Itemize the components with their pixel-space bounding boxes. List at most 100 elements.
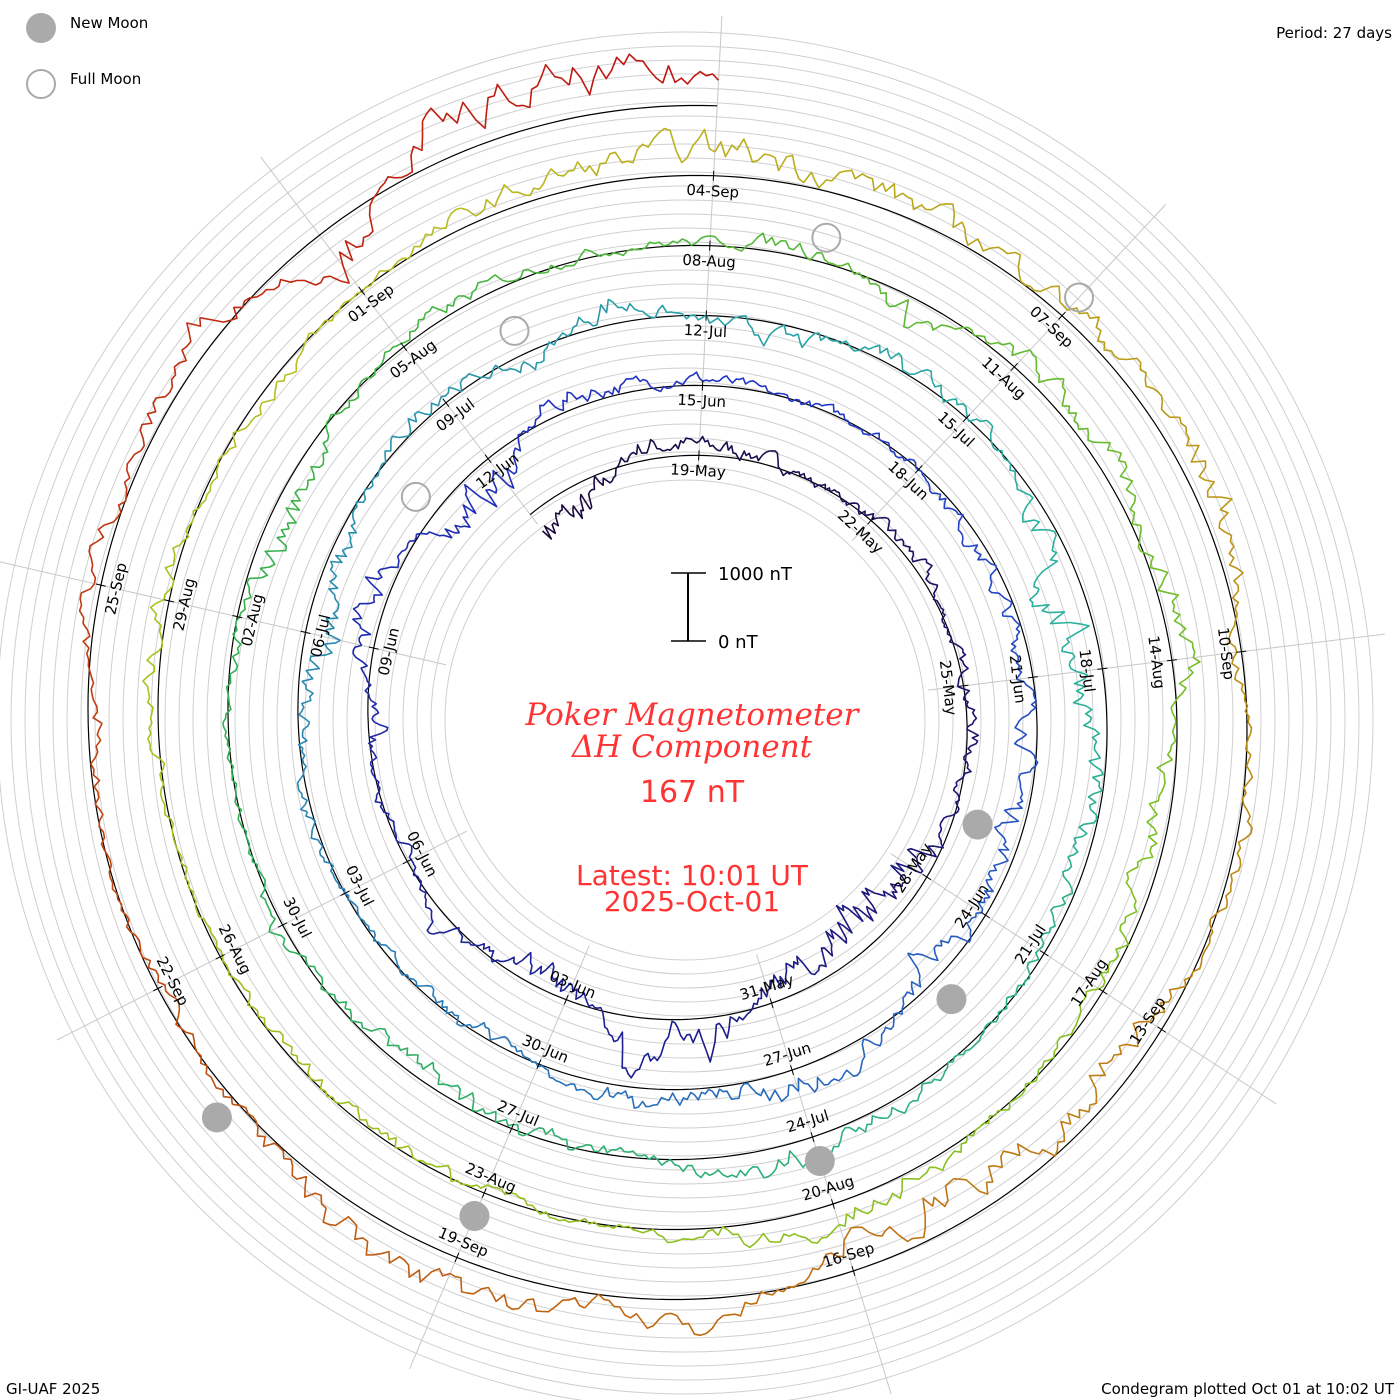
data-trace-day	[505, 402, 547, 489]
date-tick	[1039, 950, 1049, 957]
data-trace-day	[821, 252, 910, 329]
date-label: 08-Aug	[682, 251, 736, 272]
data-trace-day	[490, 248, 601, 283]
data-trace-day	[874, 952, 922, 1047]
data-trace-day	[907, 320, 1031, 357]
data-trace-day	[961, 535, 1009, 601]
data-trace-day	[344, 1007, 434, 1070]
data-trace-day	[541, 493, 593, 540]
grid-ring	[416, 451, 954, 989]
grid-ring	[66, 101, 1304, 1339]
data-trace-day	[298, 639, 341, 723]
data-trace-day	[1160, 402, 1233, 523]
scale-bar: 1000 nT 0 nT	[671, 564, 793, 653]
date-label: 05-Aug	[386, 336, 440, 383]
data-trace-day	[199, 266, 350, 323]
data-trace-day	[587, 451, 638, 508]
date-tick	[215, 954, 225, 960]
date-tick	[536, 1059, 542, 1069]
data-trace-day	[241, 827, 276, 933]
date-tick	[442, 398, 450, 408]
grid-ring	[10, 45, 1360, 1395]
data-trace-day	[296, 721, 311, 813]
date-label: 01-Sep	[345, 280, 398, 326]
data-trace-day	[367, 721, 389, 796]
new-moon-marker	[936, 984, 967, 1015]
data-trace-day	[421, 63, 570, 130]
date-tick	[509, 1123, 514, 1134]
date-tick	[95, 583, 106, 587]
date-tick	[368, 646, 379, 650]
chart-subtitle: ΔH Component	[571, 729, 813, 765]
data-trace-day	[460, 1021, 539, 1067]
data-trace-day	[1030, 988, 1100, 1084]
grid-ring	[360, 395, 1010, 1045]
data-trace-day	[341, 467, 382, 552]
radial-gridline	[260, 156, 538, 525]
data-trace-day	[88, 449, 142, 584]
date-tick	[358, 286, 366, 296]
date-label: 12-Jul	[683, 321, 727, 341]
date-tick	[1166, 659, 1177, 662]
data-trace-day	[164, 984, 234, 1105]
date-tick	[851, 1266, 856, 1276]
data-trace-day	[908, 1032, 985, 1105]
data-trace-day	[713, 1150, 819, 1179]
grid-ring	[444, 479, 926, 961]
date-tick	[712, 170, 715, 181]
date-tick	[958, 684, 969, 687]
date-tick	[1236, 650, 1247, 653]
data-trace-day	[852, 425, 919, 471]
data-trace-day	[723, 1240, 845, 1317]
date-label: 20-Aug	[800, 1172, 856, 1205]
grid-ring	[318, 353, 1052, 1087]
data-trace-day	[142, 598, 165, 724]
date-tick	[705, 310, 707, 321]
date-tick	[867, 516, 875, 525]
data-trace-day	[944, 1081, 1032, 1165]
data-trace-day	[702, 375, 781, 395]
date-label: 03-Jun	[547, 967, 599, 1003]
data-trace-day	[1067, 307, 1164, 403]
data-trace-day	[977, 831, 1010, 913]
data-trace-day	[624, 1020, 707, 1079]
data-trace-day	[432, 926, 509, 963]
data-trace-day	[635, 437, 701, 455]
chart-title: Poker Magnetometer	[525, 697, 859, 733]
data-trace-day	[374, 795, 413, 860]
data-trace-day	[708, 1082, 800, 1102]
data-trace-day	[780, 392, 853, 427]
current-value: 167 nT	[639, 775, 745, 810]
data-trace-day	[401, 277, 492, 345]
data-trace-day	[222, 616, 242, 724]
grid-ring	[388, 423, 982, 1017]
grid-ring	[108, 143, 1262, 1297]
data-trace-day	[513, 1123, 613, 1154]
new-moon-marker	[201, 1102, 232, 1133]
data-trace-day	[762, 450, 820, 488]
data-trace-day	[380, 1132, 489, 1189]
data-trace-day	[268, 931, 348, 1009]
radial-gridline	[409, 945, 590, 1370]
grid-ring	[276, 311, 1094, 1129]
date-label: 26-Aug	[215, 921, 255, 977]
date-tick	[709, 240, 711, 251]
data-trace-day	[943, 623, 969, 687]
date-label: 10-Sep	[1214, 626, 1238, 681]
date-tick	[153, 985, 163, 992]
data-trace-day	[108, 859, 166, 986]
date-tick	[698, 450, 700, 461]
data-trace-day	[717, 1224, 840, 1249]
data-trace-day	[1098, 878, 1138, 990]
data-trace-day	[163, 485, 212, 600]
data-trace-day	[174, 843, 224, 956]
date-tick	[810, 1132, 815, 1142]
data-trace-day	[528, 299, 610, 371]
data-trace-day	[449, 1272, 586, 1313]
data-trace-day	[291, 1053, 382, 1135]
data-trace-day	[325, 342, 402, 424]
date-label: 24-Jul	[784, 1106, 831, 1136]
data-trace-day	[820, 904, 874, 957]
date-tick	[922, 873, 932, 881]
date-tick	[1157, 1026, 1167, 1033]
